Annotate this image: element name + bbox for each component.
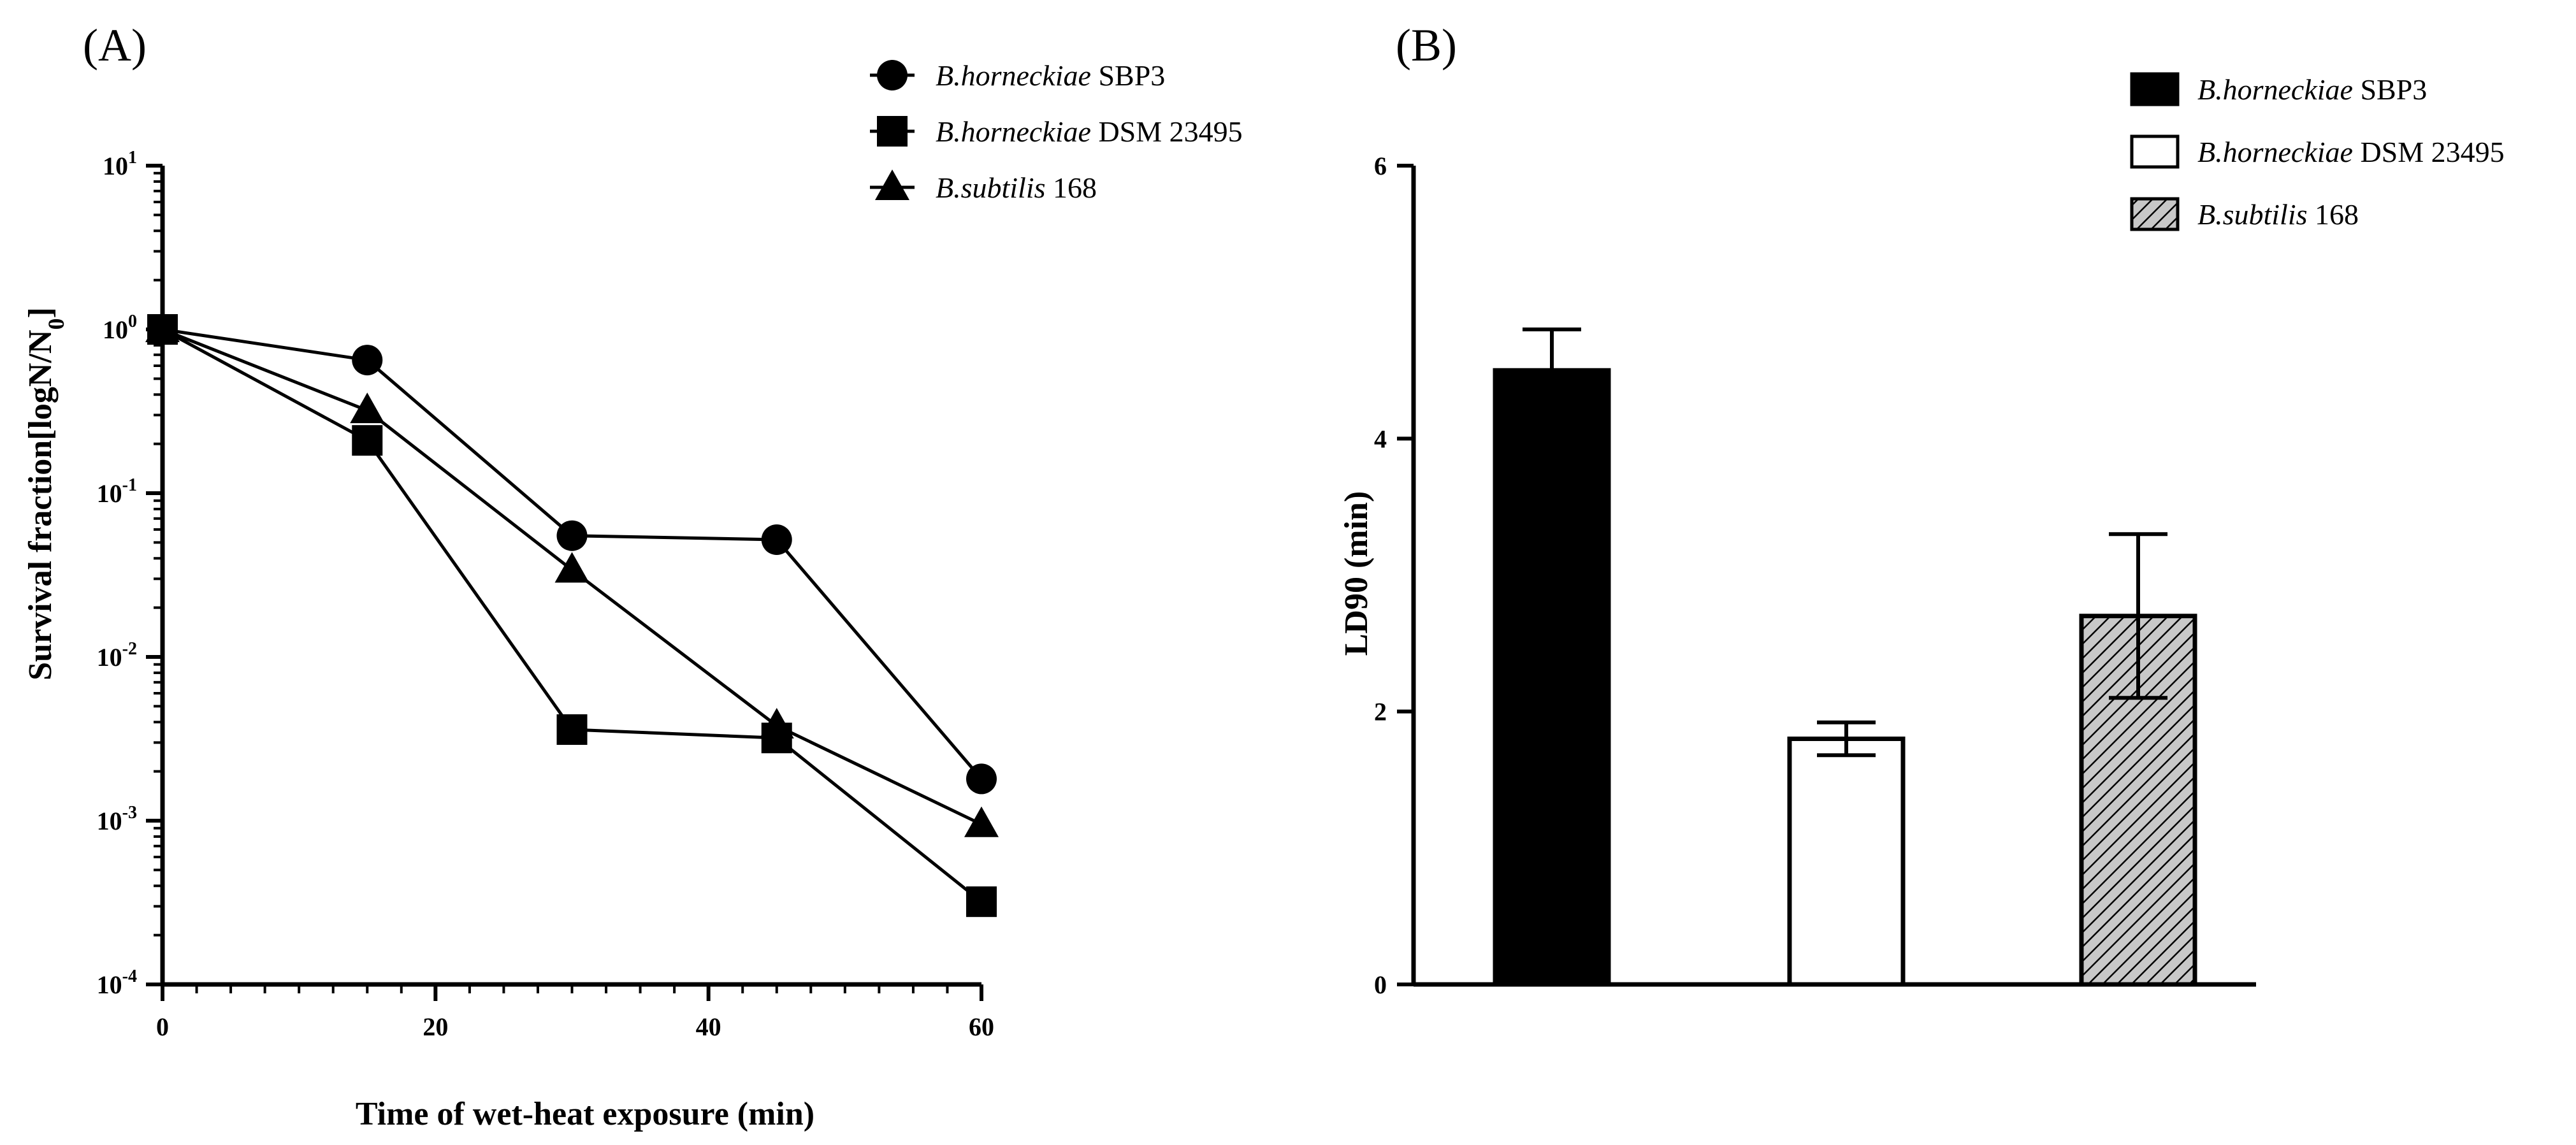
panel-a-x-tick-label: 20 bbox=[423, 1012, 448, 1041]
panel-b-y-axis-title: LD90 (min) bbox=[1338, 491, 1375, 656]
panel-b-bar-chart: (B) 0 2 4 6 B.horneckiae SBP3 B.horneckiae D… bbox=[1338, 20, 2505, 999]
panel-a-x-axis-title: Time of wet-heat exposure (min) bbox=[356, 1096, 814, 1132]
panel-a-y-tick-label: 101 bbox=[103, 148, 137, 180]
legend-label-b-horneckiae-sbp3: B.horneckiae SBP3 bbox=[936, 59, 1165, 92]
panel-b-bars bbox=[1493, 328, 2197, 987]
series-line-b-horneckiae-dsm-23495 bbox=[161, 328, 983, 904]
legend-swatch-b-horneckiae-sbp3 bbox=[2130, 72, 2180, 106]
panel-b-label: (B) bbox=[1396, 20, 1457, 71]
legend-item-b-horneckiae-dsm-23495: B.horneckiae DSM 23495 bbox=[2130, 134, 2505, 169]
bar-group-b-horneckiae-dsm-23495 bbox=[1787, 720, 1906, 987]
bar-group-b-horneckiae-sbp3 bbox=[1493, 328, 1611, 987]
panel-a-x-tick-label: 0 bbox=[156, 1012, 169, 1041]
legend-label-b-horneckiae-dsm-23495: B.horneckiae DSM 23495 bbox=[2197, 136, 2505, 168]
panel-a-y-axis-title: Survival fraction[logN/N0] bbox=[22, 307, 69, 681]
legend-item-b-subtilis-168: B.subtilis 168 bbox=[2130, 197, 2359, 231]
data-point-b-subtilis-168 bbox=[145, 312, 180, 342]
panel-a-y-tick-label: 10-2 bbox=[97, 639, 137, 672]
legend-label-b-horneckiae-sbp3: B.horneckiae SBP3 bbox=[2197, 73, 2427, 106]
data-point-b-subtilis-168 bbox=[350, 392, 385, 424]
data-point-b-subtilis-168 bbox=[964, 806, 999, 837]
panel-a-x-tick-label: 60 bbox=[969, 1012, 994, 1041]
legend-swatch-b-horneckiae-dsm-23495 bbox=[2130, 134, 2180, 169]
data-point-b-horneckiae-sbp3 bbox=[556, 520, 588, 551]
panel-b-legend: B.horneckiae SBP3 B.horneckiae DSM 23495 B… bbox=[2130, 72, 2505, 231]
panel-a-legend: B.horneckiae SBP3 B.horneckiae DSM 23495 B… bbox=[870, 59, 1243, 204]
series-b-horneckiae-dsm-23495 bbox=[147, 314, 997, 918]
legend-label-b-subtilis-168: B.subtilis 168 bbox=[2197, 198, 2359, 231]
data-point-b-horneckiae-sbp3 bbox=[966, 763, 997, 795]
bar-group-b-subtilis-168 bbox=[2079, 532, 2197, 987]
panel-a-y-tick-label: 10-4 bbox=[97, 967, 137, 999]
panel-a-label: (A) bbox=[83, 20, 147, 71]
panel-a-line-chart: (A) 101 100 10-1 10-2 10-3 10-4 0 20 40 60 B.horn… bbox=[22, 20, 1243, 1132]
panel-b-y-tick-label: 6 bbox=[1374, 152, 1387, 180]
panel-b-y-tick-label: 0 bbox=[1374, 970, 1387, 999]
legend-label-b-subtilis-168: B.subtilis 168 bbox=[936, 171, 1097, 204]
panel-a-ticks: 101 100 10-1 10-2 10-3 10-4 0 20 40 60 bbox=[97, 148, 994, 1041]
bar-b-horneckiae-dsm-23495 bbox=[1787, 737, 1906, 987]
legend-label-b-horneckiae-dsm-23495: B.horneckiae DSM 23495 bbox=[936, 115, 1243, 148]
panel-a-y-tick-label: 100 bbox=[103, 312, 137, 344]
legend-marker-b-horneckiae-dsm-23495 bbox=[877, 116, 908, 147]
legend-swatch-b-subtilis-168 bbox=[2130, 197, 2180, 231]
panel-a-series bbox=[145, 312, 999, 918]
legend-marker-b-subtilis-168 bbox=[875, 169, 909, 200]
panel-b-y-tick-label: 2 bbox=[1374, 698, 1387, 726]
panel-a-y-tick-label: 10-3 bbox=[97, 803, 137, 835]
data-point-b-horneckiae-dsm-23495 bbox=[966, 886, 997, 918]
panel-a-y-tick-label: 10-1 bbox=[97, 475, 137, 508]
legend-item-b-horneckiae-dsm-23495: B.horneckiae DSM 23495 bbox=[870, 115, 1243, 148]
data-point-b-horneckiae-dsm-23495 bbox=[556, 714, 588, 745]
series-b-subtilis-168 bbox=[145, 312, 999, 837]
legend-item-b-subtilis-168: B.subtilis 168 bbox=[870, 169, 1097, 204]
data-point-b-horneckiae-sbp3 bbox=[761, 524, 792, 555]
bar-b-horneckiae-sbp3 bbox=[1493, 368, 1611, 987]
data-point-b-subtilis-168 bbox=[554, 552, 590, 583]
data-point-b-horneckiae-dsm-23495 bbox=[352, 425, 383, 456]
legend-marker-b-horneckiae-sbp3 bbox=[877, 60, 908, 90]
data-point-b-subtilis-168 bbox=[759, 707, 794, 738]
data-point-b-horneckiae-sbp3 bbox=[352, 345, 383, 376]
legend-item-b-horneckiae-sbp3: B.horneckiae SBP3 bbox=[2130, 72, 2427, 106]
panel-a-axes bbox=[160, 166, 981, 987]
panel-b-y-tick-label: 4 bbox=[1374, 424, 1387, 453]
legend-item-b-horneckiae-sbp3: B.horneckiae SBP3 bbox=[870, 59, 1165, 92]
panel-a-x-tick-label: 40 bbox=[696, 1012, 721, 1041]
